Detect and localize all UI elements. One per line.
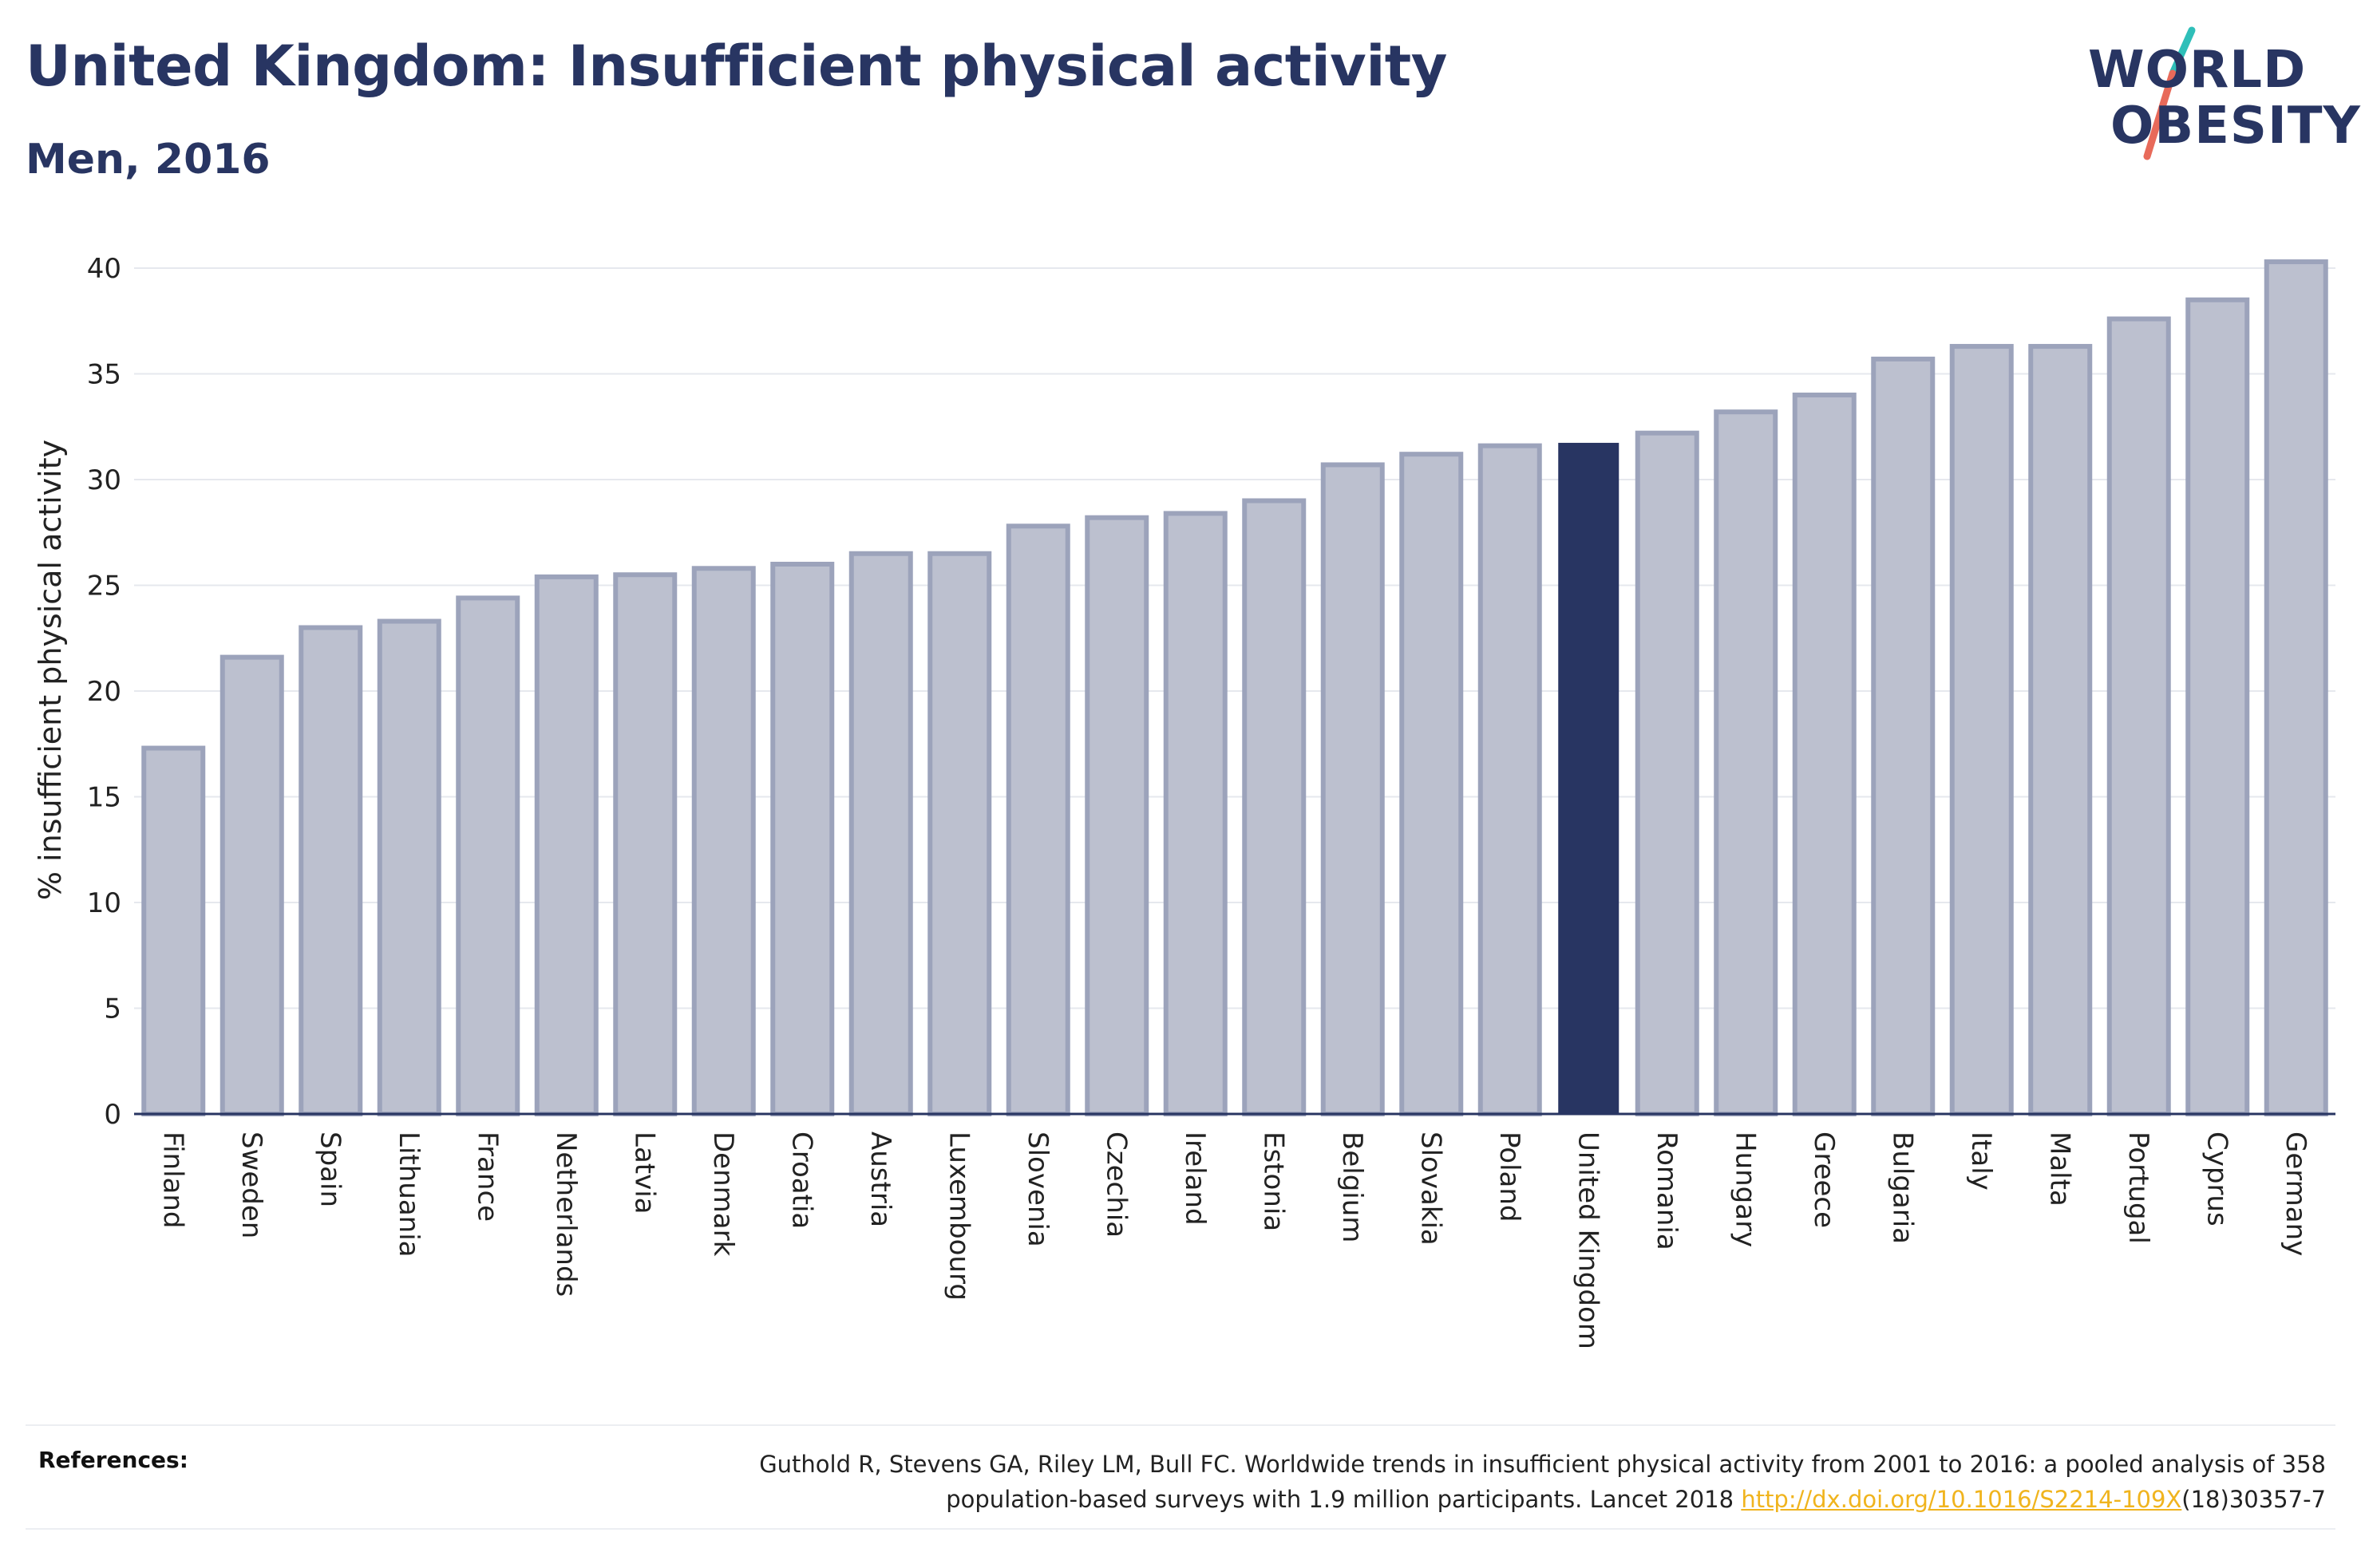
bar-slovakia xyxy=(1399,452,1464,1116)
x-tick-label: Malta xyxy=(2043,1132,2075,1207)
x-tick-label: Sweden xyxy=(235,1132,267,1238)
bar-united-kingdom xyxy=(1558,442,1619,1115)
x-tick-label: Belgium xyxy=(1336,1132,1368,1242)
citation-line-2-end: (18)30357-7 xyxy=(2181,1486,2326,1513)
x-tick-label: Hungary xyxy=(1729,1132,1761,1247)
x-tick-label: Italy xyxy=(1965,1132,1997,1191)
x-tick-label: Portugal xyxy=(2122,1132,2154,1244)
logo-word-obesity: OBESITY xyxy=(2110,97,2361,156)
x-tick-label: Poland xyxy=(1493,1132,1525,1222)
x-tick-label: United Kingdom xyxy=(1572,1132,1604,1349)
x-tick-label: Austria xyxy=(864,1132,896,1227)
bar-finland xyxy=(141,745,206,1116)
bar-malta xyxy=(2028,344,2093,1116)
x-tick-label: Denmark xyxy=(707,1132,739,1257)
y-tick-label: 20 xyxy=(87,676,121,708)
bar-portugal xyxy=(2106,316,2171,1117)
bars xyxy=(141,259,2328,1117)
references-section: References: Guthold R, Stevens GA, Riley… xyxy=(26,1424,2335,1530)
x-tick-label: Luxembourg xyxy=(943,1132,975,1301)
bar-belgium xyxy=(1320,462,1385,1116)
bar-germany xyxy=(2264,259,2328,1116)
bar-lithuania xyxy=(377,618,441,1116)
x-tick-label: Estonia xyxy=(1257,1132,1289,1231)
x-tick-label: Croatia xyxy=(785,1132,817,1229)
y-tick-label: 35 xyxy=(87,359,121,391)
x-tick-label: Latvia xyxy=(628,1132,660,1215)
bar-chart: 0 5 10 15 20 25 30 35 40 Finland Sweden Spain Lithu… xyxy=(33,253,2335,1349)
x-tick-label: Lithuania xyxy=(393,1132,425,1257)
y-tick-label: 15 xyxy=(87,782,121,814)
bar-luxembourg xyxy=(927,551,992,1116)
bar-denmark xyxy=(691,566,756,1116)
x-tick-labels: Finland Sweden Spain Lithuania France Netherl… xyxy=(156,1132,2312,1349)
bar-bulgaria xyxy=(1871,356,1936,1116)
bar-greece xyxy=(1792,393,1857,1116)
citation-line-1: Guthold R, Stevens GA, Riley LM, Bull FC… xyxy=(759,1451,2326,1478)
x-tick-label: Spain xyxy=(314,1132,346,1207)
x-tick-label: Germany xyxy=(2280,1132,2312,1256)
bar-netherlands xyxy=(534,574,599,1116)
references-label: References: xyxy=(38,1447,188,1473)
bar-slovenia xyxy=(1006,523,1070,1116)
x-tick-label: France xyxy=(471,1132,503,1222)
x-tick-label: Cyprus xyxy=(2201,1132,2232,1226)
bar-italy xyxy=(1949,344,2014,1116)
logo-word-world: WORLD xyxy=(2088,41,2307,100)
x-tick-label: Romania xyxy=(1651,1132,1683,1250)
x-tick-label: Greece xyxy=(1808,1132,1840,1228)
bar-latvia xyxy=(613,572,678,1116)
bar-hungary xyxy=(1714,409,1778,1116)
logo-slash-icon xyxy=(2143,26,2196,160)
chart-title: United Kingdom: Insufficient physical ac… xyxy=(26,34,1447,99)
y-axis-label: % insufficient physical activity xyxy=(33,440,68,900)
x-tick-label: Ireland xyxy=(1179,1132,1211,1226)
y-tick-label: 10 xyxy=(87,887,121,919)
x-tick-label: Slovenia xyxy=(1022,1132,1054,1247)
y-tick-label: 5 xyxy=(104,993,121,1025)
x-tick-label: Bulgaria xyxy=(1886,1132,1918,1244)
x-tick-label: Czechia xyxy=(1100,1132,1132,1238)
bar-sweden xyxy=(219,654,284,1116)
bar-estonia xyxy=(1242,498,1307,1116)
y-tick-label: 25 xyxy=(87,571,121,602)
chart-subtitle: Men, 2016 xyxy=(26,136,271,184)
x-tick-label: Finland xyxy=(156,1132,188,1229)
bar-czechia xyxy=(1085,515,1149,1116)
doi-link[interactable]: http://dx.doi.org/10.1016/S2214-109X xyxy=(1741,1486,2182,1513)
x-tick-label: Netherlands xyxy=(550,1132,582,1297)
x-tick-label: Slovakia xyxy=(1414,1132,1446,1246)
y-tick-label: 40 xyxy=(87,253,121,285)
references-citation: Guthold R, Stevens GA, Riley LM, Bull FC… xyxy=(490,1447,2326,1517)
bar-france xyxy=(456,595,520,1116)
bar-croatia xyxy=(770,562,835,1116)
bar-romania xyxy=(1635,430,1699,1116)
bar-poland xyxy=(1477,443,1542,1116)
world-obesity-logo: WORLD OBESITY xyxy=(2083,22,2360,166)
citation-line-2: population-based surveys with 1.9 millio… xyxy=(946,1486,1742,1513)
y-tick-labels: 0 5 10 15 20 25 30 35 40 xyxy=(87,253,121,1131)
bar-cyprus xyxy=(2185,297,2250,1116)
y-tick-label: 0 xyxy=(104,1099,121,1131)
y-tick-label: 30 xyxy=(87,464,121,496)
bar-austria xyxy=(848,551,913,1116)
bar-spain xyxy=(299,625,363,1116)
bar-ireland xyxy=(1163,511,1228,1116)
